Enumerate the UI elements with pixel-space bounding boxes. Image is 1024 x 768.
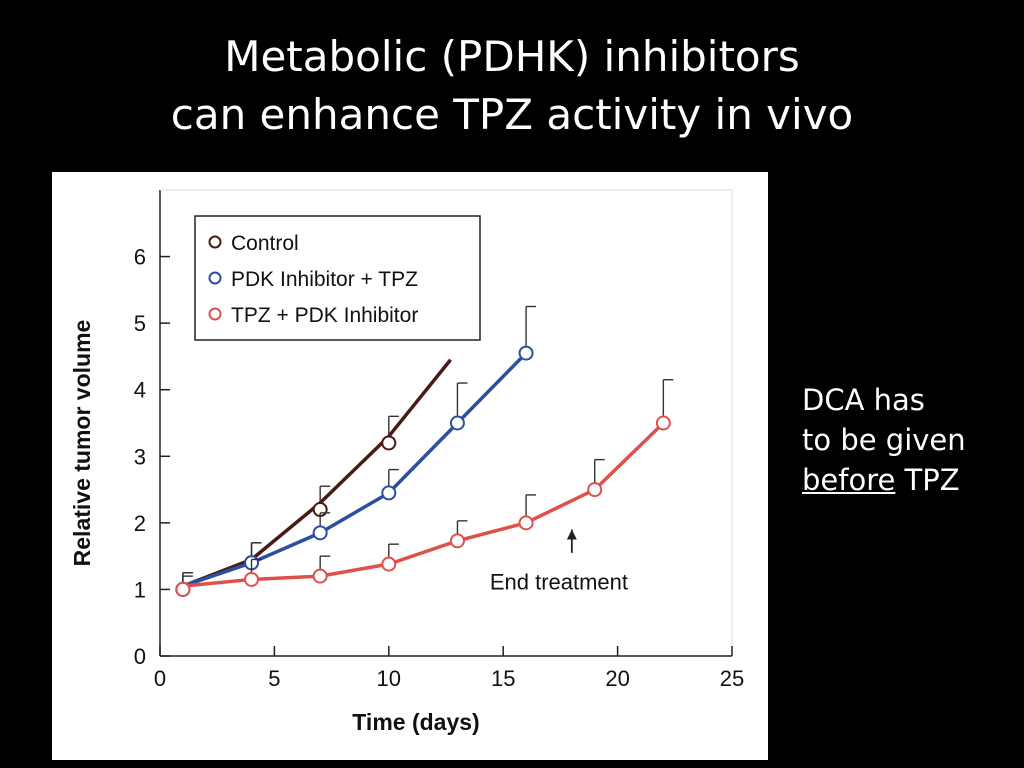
data-point [244, 571, 260, 587]
x-tick-label: 25 [720, 666, 744, 691]
y-tick-label: 2 [134, 511, 146, 536]
side-note-line-3: before TPZ [802, 460, 966, 500]
slide-title-line-1: Metabolic (PDHK) inhibitors [224, 32, 800, 81]
data-point [518, 345, 534, 361]
legend-marker [208, 271, 222, 285]
y-tick-label: 6 [134, 245, 146, 270]
legend-label: TPZ + PDK Inhibitor [231, 304, 418, 327]
x-tick-label: 5 [268, 666, 280, 691]
x-tick-label: 15 [491, 666, 515, 691]
data-point [655, 415, 671, 431]
series-line-2 [182, 351, 528, 588]
data-point [175, 581, 191, 597]
side-note-line-2: to be given [802, 423, 966, 457]
side-note: DCA has to be given before TPZ [802, 380, 966, 500]
annotation-arrowhead [566, 529, 577, 540]
figure-panel: 0 1 2 3 4 5 6 0 5 10 15 20 25 Time (days) Relative tum… [52, 172, 768, 760]
legend-marker [208, 235, 222, 249]
data-point [312, 568, 328, 584]
y-tick-label: 3 [134, 444, 146, 469]
tumor-volume-chart: 0 1 2 3 4 5 6 0 5 10 15 20 25 Time (days) Relative tum… [69, 189, 744, 735]
legend-marker [208, 307, 222, 321]
data-point [518, 515, 534, 531]
data-point [449, 415, 465, 431]
data-point [381, 435, 397, 451]
y-axis-label: Relative tumor volume [69, 320, 95, 567]
slide-title-line-2: can enhance TPZ activity in vivo [170, 90, 854, 139]
annotation-label: End treatment [490, 569, 628, 594]
y-tick-label: 1 [134, 577, 146, 602]
legend-box [194, 215, 481, 341]
data-point [381, 485, 397, 501]
data-point [312, 525, 328, 541]
side-note-line-3-rest: TPZ [895, 463, 960, 497]
side-note-line-1: DCA has [802, 383, 925, 417]
slide-title: Metabolic (PDHK) inhibitors can enhance … [0, 28, 1024, 144]
y-tick-label: 5 [134, 311, 146, 336]
legend-label: PDK Inhibitor + TPZ [231, 268, 418, 291]
x-axis-label: Time (days) [352, 709, 479, 735]
legend-label: Control [231, 232, 299, 255]
x-tick-label: 0 [154, 666, 166, 691]
x-tick-label: 20 [605, 666, 629, 691]
x-tick-label: 10 [377, 666, 401, 691]
data-point [587, 482, 603, 498]
side-note-underlined-word: before [802, 463, 896, 497]
data-point [381, 556, 397, 572]
y-tick-label: 0 [134, 644, 146, 669]
series-line-3 [182, 421, 665, 588]
data-point [449, 533, 465, 549]
y-tick-label: 4 [134, 378, 146, 403]
